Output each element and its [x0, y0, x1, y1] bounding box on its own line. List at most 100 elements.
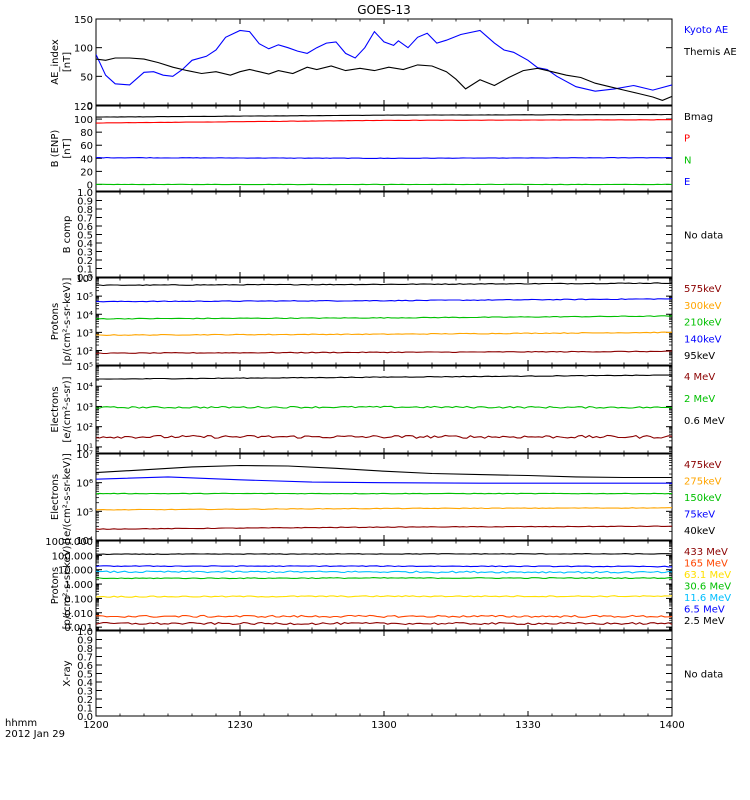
y-tick-label: 100	[74, 115, 93, 126]
series-line-575kev	[96, 350, 672, 355]
x-tick-label: 1400	[659, 720, 684, 731]
y-tick-label: 0.3	[77, 687, 93, 698]
series-line-75kev	[96, 476, 672, 484]
series-line-e	[96, 156, 672, 159]
legend-entry: 4 MeV	[684, 372, 715, 383]
panel-frame	[95, 630, 673, 717]
panel-frame	[95, 18, 673, 106]
series-line-63-1-mev	[96, 595, 672, 598]
legend-entry: 475keV	[684, 460, 722, 471]
x-tick-label: 1230	[227, 720, 252, 731]
y-tick-label: 0.6	[77, 222, 93, 233]
y-tick-label: 0.1	[77, 704, 93, 715]
panel-frame	[95, 191, 673, 278]
y-tick-label: 10⁴	[76, 536, 93, 547]
y-tick-label: 40	[80, 154, 93, 165]
y-tick-label: 10.000	[58, 566, 93, 577]
legend-entry: 11.6 MeV	[684, 593, 731, 604]
y-axis-title: [e/(cm²-s-sr)]	[62, 376, 73, 442]
y-tick-label: 0.4	[77, 239, 93, 250]
series-line-210kev	[96, 315, 672, 320]
panel-protons_high: 0.001 0.010 0.100 1.000 10.000 100.000 1000.00…	[45, 537, 731, 634]
y-axis-title: [nT]	[62, 138, 73, 158]
series-line-475kev	[96, 525, 672, 530]
y-tick-label: 0.1	[77, 265, 93, 276]
legend-entry: 575keV	[684, 284, 722, 295]
series-line-6-5-mev	[96, 565, 672, 568]
y-axis-title: B comp	[62, 216, 73, 254]
y-axis-title: AE_index	[50, 39, 61, 85]
legend-entry: 150keV	[684, 493, 722, 504]
x-tick-label: 1200	[83, 720, 108, 731]
y-tick-label: 10⁴	[76, 382, 93, 393]
series-line-bmag	[96, 113, 672, 118]
plot-title: GOES-13	[357, 3, 411, 17]
y-tick-label: 0.3	[77, 248, 93, 259]
y-tick-label: 0.010	[64, 609, 93, 620]
legend-entry: 210keV	[684, 318, 722, 329]
y-tick-label: 1.0	[77, 188, 93, 199]
series-line-300kev	[96, 331, 672, 336]
y-tick-label: 0.8	[77, 644, 93, 655]
legend-entry: Themis AE	[683, 47, 737, 58]
panel-xray: 0.00.10.20.30.40.50.60.70.80.91.0 X-ray No…	[62, 627, 723, 723]
y-tick-label: 0.100	[64, 594, 93, 605]
series-line-95kev	[96, 282, 672, 287]
legend-entry: 0.6 MeV	[684, 416, 725, 427]
y-axis-title: Electrons	[50, 386, 61, 432]
y-tick-label: 0.8	[77, 205, 93, 216]
series-line-0-6-mev	[96, 374, 672, 380]
y-tick-label: 100	[74, 44, 93, 55]
y-tick-label: 0.9	[77, 197, 93, 208]
series-line-4-mev	[96, 434, 672, 439]
series-line-150kev	[96, 492, 672, 495]
y-tick-label: 0	[87, 101, 93, 112]
series-line-165-mev	[96, 614, 672, 618]
y-tick-label: 0.7	[77, 653, 93, 664]
y-tick-label: 120	[74, 102, 93, 113]
series-line-11-6-mev	[96, 570, 672, 574]
y-tick-label: 0.001	[64, 623, 93, 634]
y-tick-label: 10⁷	[76, 450, 93, 461]
x-tick-label: 1330	[515, 720, 540, 731]
y-tick-label: 50	[80, 72, 93, 83]
y-axis-title: [e/(cm²-s-sr-keV)]	[62, 453, 73, 541]
y-tick-label: 0.5	[77, 231, 93, 242]
time-axis: 1200 1230 1300 1330 1400	[83, 720, 684, 731]
y-tick-label: 1.0	[77, 627, 93, 638]
y-axis-title: Electrons	[50, 474, 61, 520]
legend-entry: 300keV	[684, 301, 722, 312]
legend-entry: 433 MeV	[684, 547, 728, 558]
legend-entry: E	[684, 177, 690, 188]
y-tick-label: 10⁶	[76, 479, 93, 490]
y-tick-label: 0.6	[77, 661, 93, 672]
y-tick-label: 1.000	[64, 580, 93, 591]
y-tick-label: 10⁴	[76, 310, 93, 321]
y-tick-label: 0.9	[77, 636, 93, 647]
y-axis-title: [p/(cm²-s-sr-keV)]	[62, 542, 73, 630]
y-tick-label: 10⁶	[76, 274, 93, 285]
series-line-p	[96, 119, 672, 124]
y-tick-label: 10⁵	[76, 292, 93, 303]
legend-entry: P	[684, 134, 690, 145]
y-tick-label: 100.000	[52, 551, 93, 562]
y-tick-label: 0.0	[77, 273, 93, 284]
legend-entry: 40keV	[684, 526, 715, 537]
y-tick-label: 10²	[76, 423, 93, 434]
y-axis-title: [p/(cm²-s-sr-keV)]	[62, 278, 73, 366]
y-axis-title: Protons	[50, 303, 61, 340]
y-tick-label: 10³	[76, 402, 93, 413]
legend-entry: 6.5 MeV	[684, 605, 725, 616]
series-line-275kev	[96, 507, 672, 511]
legend-entry: 275keV	[684, 477, 722, 488]
y-tick-label: 10⁵	[76, 362, 93, 373]
y-tick-label: 0.5	[77, 670, 93, 681]
legend-entry: Kyoto AE	[684, 25, 728, 36]
legend-entry: 2.5 MeV	[684, 616, 725, 627]
y-tick-label: 0.2	[77, 256, 93, 267]
series-line-2-5-mev	[96, 553, 672, 555]
series-line-themis-ae	[96, 57, 672, 101]
date-label: 2012 Jan 29	[5, 729, 65, 740]
